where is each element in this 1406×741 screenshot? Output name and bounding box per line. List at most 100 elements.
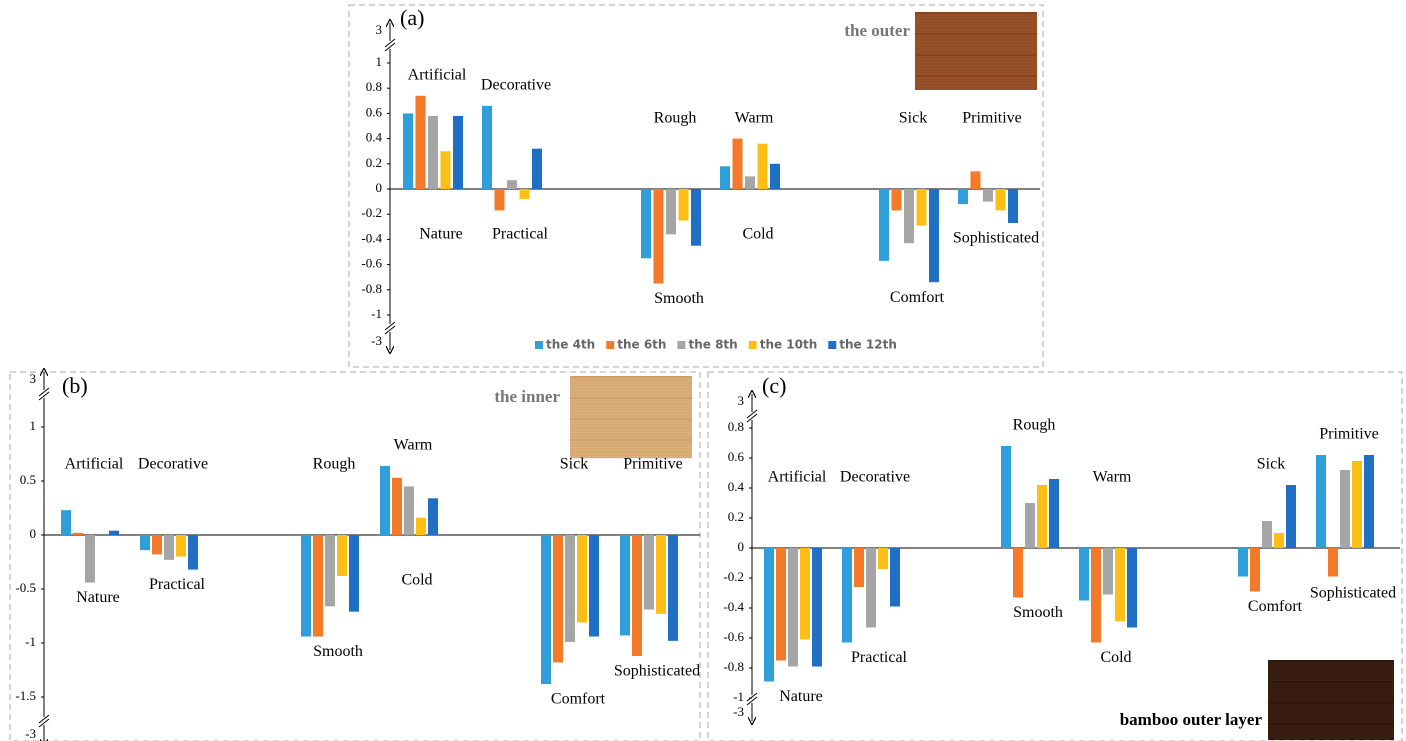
bar [641,189,651,258]
image-caption: the inner [494,387,560,406]
bar [1238,548,1248,577]
legend-swatch [606,341,614,349]
bar [929,189,939,282]
bar [1025,503,1035,548]
bar [1340,470,1350,548]
y-tick-label: 1 [30,418,37,433]
category-label: Sick [899,110,927,127]
category-label: Rough [313,456,356,473]
opposite-category-label: Cold [1100,649,1131,666]
bar [668,535,678,641]
opposite-category-label: Comfort [890,289,945,306]
y-tick-label: -0.4 [723,599,744,614]
legend-swatch [677,341,685,349]
category-label: Artificial [65,456,124,473]
bar [392,478,402,535]
bar [1049,479,1059,548]
bar [620,535,630,635]
bar [1079,548,1089,601]
category-label: Artificial [408,66,467,83]
bar [541,535,551,684]
bar [866,548,876,628]
y-break-label: 3 [30,371,37,386]
bar [764,548,774,682]
panel-label: (c) [762,373,786,398]
bar [152,535,162,554]
bar [1127,548,1137,628]
panel-label: (b) [62,373,88,398]
y-tick-label: 0 [376,180,383,195]
y-tick-label: -1 [25,634,36,649]
opposite-category-label: Smooth [654,290,704,307]
bar [188,535,198,570]
bar [679,189,689,221]
legend-swatch [535,341,543,349]
bar [854,548,864,587]
bar [656,535,666,614]
category-label: Warm [394,437,433,454]
bar [1103,548,1113,595]
bar [164,535,174,560]
y-break-label: -3 [25,726,36,741]
figure: the outer(a)3-310.80.60.40.20-0.2-0.4-0.… [0,0,1406,741]
bar [553,535,563,662]
category-label: Decorative [138,456,208,473]
bar [666,189,676,234]
bar [1274,533,1284,548]
bar [301,535,311,637]
bar [577,535,587,622]
bar [453,116,463,189]
opposite-category-label: Cold [401,572,432,589]
opposite-category-label: Comfort [1248,598,1303,615]
bar [428,498,438,535]
category-label: Decorative [840,469,910,486]
bar [337,535,347,576]
y-tick-label: 1 [376,54,383,69]
category-label: Warm [735,109,774,126]
y-tick-label: 0 [30,526,37,541]
legend-label: the 6th [617,338,666,352]
bar [776,548,786,661]
y-tick-label: 0.4 [728,479,745,494]
bar [632,535,642,656]
opposite-category-label: Cold [742,226,773,243]
bar [349,535,359,612]
y-tick-label: 0.2 [728,509,744,524]
bar [983,189,993,202]
bar [800,548,810,640]
legend-label: the 4th [546,338,595,352]
y-tick-label: -1 [371,306,382,321]
bar [812,548,822,667]
bar [971,171,981,189]
bar [73,533,83,535]
bar [654,189,664,284]
bar [904,189,914,243]
category-label: Primitive [1319,426,1379,443]
opposite-category-label: Nature [76,589,120,606]
opposite-category-label: Practical [492,226,549,243]
bar [565,535,575,642]
bar [892,189,902,210]
y-tick-label: -0.6 [723,629,744,644]
y-tick-label: 0 [738,539,745,554]
y-tick-label: 0.8 [728,419,744,434]
opposite-category-label: Practical [851,649,908,666]
bar [520,189,530,199]
bar [958,189,968,204]
bar [109,531,119,535]
y-break-label: 3 [376,22,383,37]
bar [842,548,852,643]
category-label: Sick [560,456,588,473]
bar [720,166,730,189]
bar [404,486,414,535]
bar [890,548,900,607]
opposite-category-label: Sophisticated [614,663,700,680]
bar [416,518,426,535]
category-label: Decorative [481,77,551,94]
legend-label: the 10th [760,338,818,352]
y-tick-label: 0.8 [366,79,382,94]
bar [1364,455,1374,548]
opposite-category-label: Nature [779,688,823,705]
y-tick-label: -1 [733,689,744,704]
wood-image [915,12,1037,90]
